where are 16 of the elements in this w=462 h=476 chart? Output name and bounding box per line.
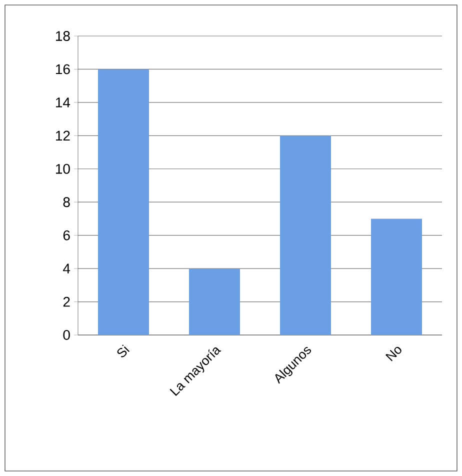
y-tick-label: 10 <box>56 164 70 174</box>
bar <box>371 218 422 335</box>
bar <box>189 268 240 335</box>
y-tick-label: 4 <box>63 264 70 274</box>
y-tick-label: 8 <box>63 197 70 208</box>
bar <box>98 69 149 335</box>
y-tick-label: 12 <box>56 130 70 141</box>
y-tick-label: 0 <box>63 330 70 340</box>
y-tick-label: 16 <box>56 64 70 74</box>
y-tick-label: 2 <box>63 296 70 307</box>
bar <box>280 136 331 335</box>
y-tick-label: 14 <box>56 98 70 108</box>
x-tick-label: Si <box>117 344 130 358</box>
x-tick-label: No <box>386 346 402 362</box>
y-tick-label: 18 <box>56 31 70 41</box>
y-tick-label: 6 <box>63 230 70 240</box>
